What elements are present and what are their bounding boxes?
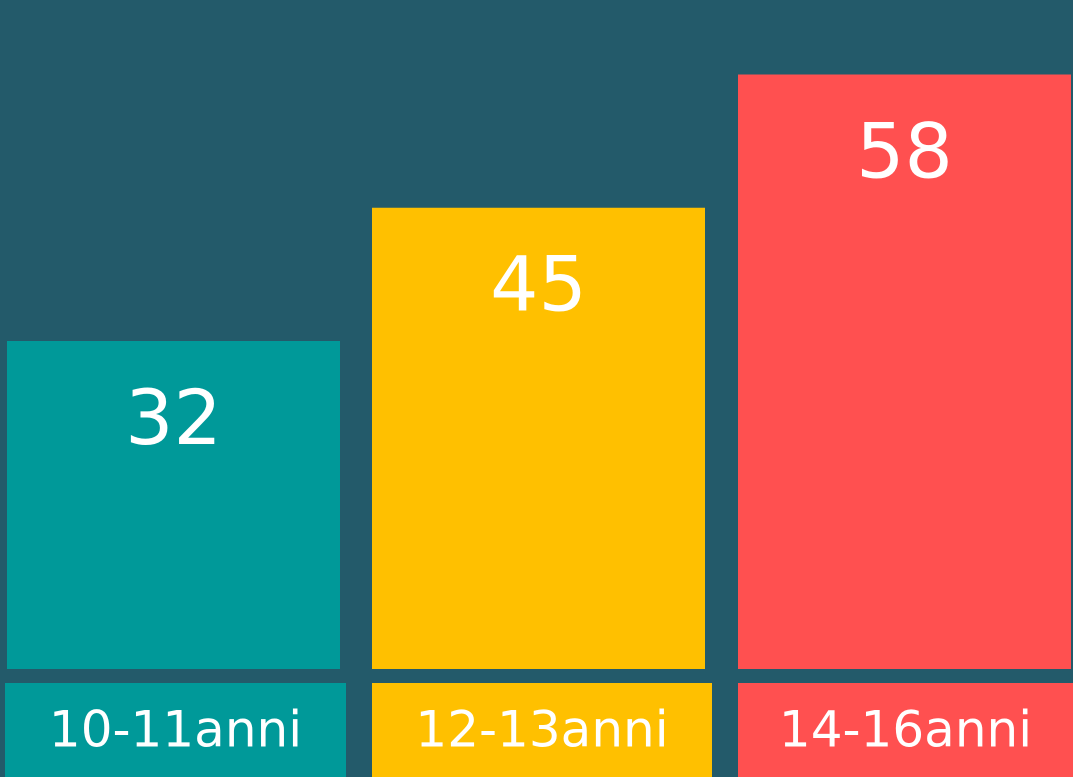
category-box: [5, 683, 346, 777]
bar: [372, 207, 705, 669]
category-label: 10-11anni: [49, 701, 302, 759]
category-label: 14-16anni: [779, 701, 1032, 759]
value-label: 32: [125, 373, 222, 462]
bar: [738, 74, 1071, 669]
bar: [7, 341, 340, 669]
value-label: 45: [490, 240, 587, 329]
value-label: 58: [856, 106, 953, 195]
category-box: [738, 683, 1073, 777]
category-label: 12-13anni: [415, 701, 668, 759]
category-box: [372, 683, 712, 777]
